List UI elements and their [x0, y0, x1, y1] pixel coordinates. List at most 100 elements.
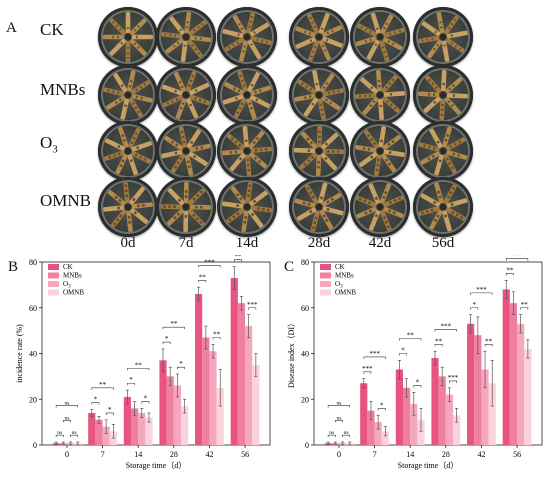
chart-c-bar-o3	[374, 422, 382, 445]
chart-c-x-tick-label: 7	[373, 450, 377, 459]
chart-c-significance-bracket	[520, 307, 529, 310]
petri-dish-photo	[217, 121, 277, 181]
chart-c-significance-label: ns	[336, 415, 341, 421]
petri-dish-photo	[289, 121, 349, 181]
chart-b-legend-label: CK	[63, 263, 73, 271]
chart-c-significance-label: ns	[329, 430, 334, 436]
petri-dish-photo	[98, 177, 158, 237]
chart-b-x-tick-label: 56	[241, 450, 249, 459]
chart-c-bar-o3	[445, 394, 454, 445]
chart-c-significance-label: **	[521, 301, 529, 309]
chart-c-significance-label: **	[407, 332, 415, 340]
chart-b-bar-omnb	[145, 417, 153, 445]
chart-c-significance-label: *	[380, 401, 384, 409]
chart-b-significance-bracket	[212, 337, 221, 340]
chart-c-x-axis-label: Storage time（d）	[398, 461, 459, 470]
chart-b-y-tick-label: 40	[29, 350, 37, 359]
chart-b-significance-label: **	[234, 255, 242, 261]
incidence-rate-chart: 0 20 40 60 80 incidence rate (%) 0 7 14 28 42 56 Sto…	[15, 255, 271, 470]
chart-c-bar-ck	[395, 369, 403, 445]
chart-c-significance-bracket	[327, 405, 351, 408]
chart-b-x-tick-label: 28	[170, 450, 178, 459]
petri-dish-photo	[413, 65, 473, 125]
chart-b-significance-label: *	[129, 376, 133, 384]
panel-a-letter: A	[6, 20, 17, 36]
disease-index-chart: 0 20 40 60 80 Disease index（DI） 0 7 14 28 42 56 Stor…	[287, 255, 543, 470]
chart-c-significance-bracket	[434, 344, 443, 347]
chart-c-bar-mnbs	[438, 376, 446, 445]
chart-c-significance-bracket	[470, 307, 479, 310]
chart-c-bar-mnbs	[367, 410, 375, 445]
panel-c-letter: C	[284, 259, 295, 275]
chart-b-significance-label: ns	[64, 415, 69, 421]
petri-dish-photo	[413, 177, 473, 237]
chart-c-significance-bracket	[342, 434, 351, 438]
chart-c-bar-ck	[502, 289, 510, 445]
chart-c-significance-label: ***	[362, 365, 373, 373]
chart-c-significance-label: **	[485, 337, 493, 345]
petri-dish-photo	[98, 65, 158, 125]
chart-c-bar-ck	[467, 323, 475, 445]
chart-b-bar-o3	[173, 385, 182, 445]
chart-c-legend-swatch	[320, 272, 331, 279]
petri-dish-photo	[217, 65, 277, 125]
chart-c-significance-bracket	[399, 353, 407, 356]
chart-c-bar-mnbs	[474, 335, 482, 445]
chart-b-bar-ck	[195, 294, 203, 445]
chart-c-bar-mnbs	[509, 303, 518, 445]
petri-dish-photo	[413, 121, 473, 181]
chart-b-x-tick-label: 0	[65, 450, 69, 459]
day-label: 56d	[431, 235, 455, 251]
chart-c-legend-label: MNBs	[335, 272, 354, 280]
chart-c-legend-swatch	[320, 264, 331, 270]
chart-b-bar-mnbs	[166, 376, 174, 445]
chart-c-significance-label: ***	[369, 350, 380, 358]
petri-dish-photo	[98, 7, 158, 67]
chart-c-significance-label: *	[472, 301, 476, 309]
chart-b-significance-bracket	[63, 419, 71, 423]
chart-b-bar-ck	[123, 396, 131, 445]
chart-b-y-tick-label: 80	[29, 258, 37, 267]
chart-b-significance-label: *	[94, 396, 98, 404]
chart-c-x-tick-label: 0	[337, 450, 341, 459]
chart-b-bar-mnbs	[95, 419, 103, 445]
chart-b-significance-label: *	[108, 406, 112, 414]
chart-c-bar-omnb	[453, 415, 461, 445]
chart-b-bar-ck	[88, 412, 96, 445]
chart-c-significance-bracket	[413, 385, 422, 388]
chart-c-bar-o3	[481, 369, 489, 445]
chart-b-bar-mnbs	[130, 408, 139, 445]
row-label-omnb: OMNB	[40, 191, 92, 210]
chart-c-significance-bracket	[377, 408, 386, 411]
chart-b-legend-swatch	[48, 289, 59, 296]
chart-b-x-tick-label: 42	[205, 450, 213, 459]
day-label: 7d	[178, 235, 194, 251]
chart-b-x-axis-label: Storage time（d）	[126, 461, 187, 470]
chart-b-bar-ck	[159, 360, 167, 445]
chart-c-bar-o3	[517, 323, 525, 445]
chart-b-significance-label: ns	[72, 430, 77, 436]
row-label-ck: CK	[40, 20, 64, 39]
chart-c-x-tick-label: 56	[513, 450, 521, 459]
chart-b-bar-omnb	[252, 364, 260, 445]
chart-c-bar-o3	[410, 403, 418, 445]
chart-b-significance-label: **	[135, 361, 143, 369]
chart-c-y-tick-label: 80	[301, 258, 309, 267]
panel-b-letter: B	[8, 259, 19, 275]
chart-b-y-tick-label: 60	[29, 304, 37, 313]
chart-b-significance-bracket	[91, 402, 100, 405]
chart-c-significance-label: ***	[441, 322, 452, 330]
petri-dish-photo	[413, 7, 473, 67]
chart-b-significance-bracket	[55, 405, 79, 408]
petri-dish-photo	[350, 65, 410, 125]
chart-b-significance-label: **	[199, 273, 207, 281]
chart-b-significance-bracket	[198, 265, 221, 268]
chart-c-y-axis-label: Disease index（DI）	[287, 319, 296, 388]
chart-b-significance-label: ***	[247, 301, 258, 309]
chart-b-significance-label: *	[179, 360, 183, 368]
chart-c-significance-bracket	[363, 356, 386, 359]
chart-b-significance-bracket	[70, 434, 79, 438]
chart-c-significance-label: *	[401, 347, 405, 355]
chart-c-significance-bracket	[505, 258, 529, 261]
petri-dish-photo	[98, 121, 158, 181]
